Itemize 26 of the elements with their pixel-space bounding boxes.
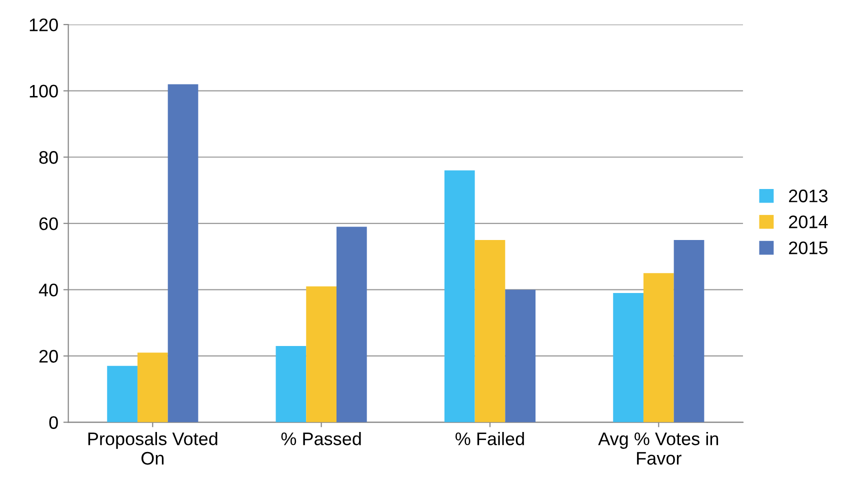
bar	[643, 273, 674, 422]
bar	[444, 170, 475, 422]
x-tick-label: % Passed	[281, 432, 361, 446]
y-tick-label: 120	[30, 18, 58, 32]
bar	[276, 346, 306, 422]
y-tick-label: 60	[39, 217, 58, 230]
y-tick-label: 100	[30, 84, 58, 98]
legend-label: 2013	[789, 190, 828, 202]
x-tick-label: Proposals Voted On	[88, 432, 218, 465]
bar	[505, 290, 536, 422]
y-tick-label: 40	[38, 284, 58, 296]
x-tick-label: Avg % Votes in Favor	[598, 432, 718, 465]
legend-label: 2014	[789, 216, 828, 228]
bar	[474, 240, 506, 422]
y-tick-label: 80	[39, 151, 58, 164]
bar	[674, 240, 704, 422]
bar	[336, 226, 367, 422]
bar	[107, 366, 138, 422]
bar	[137, 352, 168, 422]
bar	[168, 84, 198, 422]
x-tick-label: % Failed	[456, 432, 524, 446]
y-tick-label: 0	[49, 416, 58, 429]
y-tick-label: 20	[39, 350, 58, 363]
bar	[306, 286, 336, 422]
bar	[613, 293, 644, 422]
legend-label: 2015	[789, 241, 828, 254]
